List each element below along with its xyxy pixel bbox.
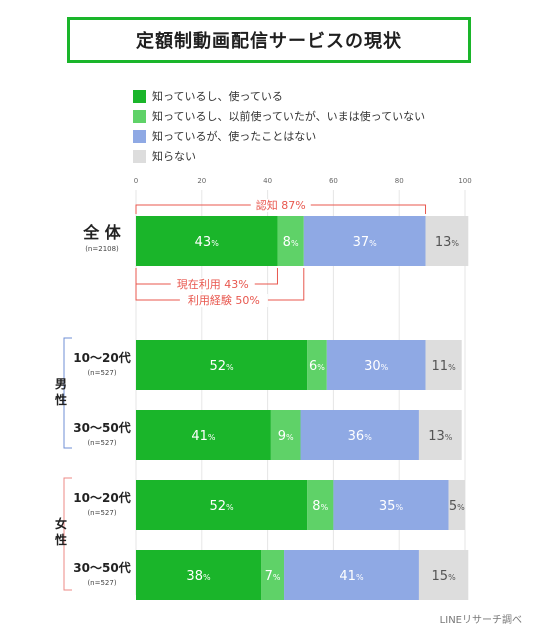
row-sub-label-4: (n=527) xyxy=(87,579,116,587)
annotation-experience-label: 利用経験 50% xyxy=(188,293,260,307)
bracket-male xyxy=(63,337,72,449)
data-label-row4-seg3: 15% xyxy=(432,569,457,584)
annotation-awareness-bg xyxy=(250,199,311,212)
bar-row0-seg3 xyxy=(425,216,469,266)
row-sub-label-2: (n=527) xyxy=(87,439,116,447)
x-tick-label-0: 0 xyxy=(134,177,138,185)
row-sub-label-1: (n=527) xyxy=(87,369,116,377)
row-sub-label-3: (n=527) xyxy=(87,509,116,517)
chart-title-box: 定額制動画配信サービスの現状 xyxy=(67,17,471,63)
row-label-3: 10〜20代 xyxy=(73,490,130,505)
bar-row2-seg0 xyxy=(136,410,271,460)
bar-row3-seg0 xyxy=(136,480,308,530)
row-label-2: 30〜50代 xyxy=(73,420,130,435)
legend-item-used: 知っているし、使っている xyxy=(133,86,425,106)
annotation-current-bg xyxy=(170,278,255,291)
bar-row3-seg3 xyxy=(448,480,465,530)
bar-row1-seg3 xyxy=(425,340,462,390)
bar-row2-seg2 xyxy=(300,410,419,460)
row-label-4: 30〜50代 xyxy=(73,560,130,575)
group-female-char-2: 性 xyxy=(54,532,67,547)
bar-row4-seg0 xyxy=(136,550,262,600)
bar-row1-seg1 xyxy=(307,340,327,390)
x-tick-label-5: 100 xyxy=(458,177,471,185)
data-label-row4-seg2: 41% xyxy=(339,569,364,584)
legend-item-formerly-used: 知っているし、以前使っていたが、いまは使っていない xyxy=(133,106,425,126)
bracket-female xyxy=(63,477,72,591)
data-label-row4-seg1: 7% xyxy=(265,569,281,584)
data-label-row3-seg3: 5% xyxy=(449,499,465,514)
bar-row2-seg3 xyxy=(418,410,462,460)
x-tick-label-1: 20 xyxy=(197,177,206,185)
legend-label-formerly-used: 知っているし、以前使っていたが、いまは使っていない xyxy=(152,110,426,123)
data-label-row0-seg1: 8% xyxy=(283,235,299,250)
legend-label-unaware: 知らない xyxy=(152,150,196,163)
data-label-row0-seg0: 43% xyxy=(195,235,220,250)
legend: 知っているし、使っている 知っているし、以前使っていたが、いまは使っていない 知… xyxy=(133,86,425,166)
data-label-row1-seg1: 6% xyxy=(309,359,325,374)
data-label-row0-seg3: 13% xyxy=(435,235,460,250)
chart-title: 定額制動画配信サービスの現状 xyxy=(136,31,402,52)
legend-label-never-used: 知っているが、使ったことはない xyxy=(152,130,317,143)
legend-label-used: 知っているし、使っている xyxy=(152,90,283,103)
legend-item-unaware: 知らない xyxy=(133,146,425,166)
data-label-row2-seg0: 41% xyxy=(191,429,216,444)
data-label-row3-seg1: 8% xyxy=(312,499,328,514)
annotation-experience-bg xyxy=(179,294,268,307)
data-label-row4-seg0: 38% xyxy=(186,569,211,584)
x-tick-label-3: 60 xyxy=(329,177,338,185)
legend-swatch-never-used xyxy=(133,129,146,143)
x-tick-label-4: 80 xyxy=(395,177,404,185)
bar-row3-seg2 xyxy=(333,480,449,530)
data-label-row2-seg3: 13% xyxy=(428,429,453,444)
source-note: LINEリサーチ調べ xyxy=(439,615,522,626)
data-label-row2-seg1: 9% xyxy=(278,429,294,444)
group-female-char-1: 女 xyxy=(55,516,67,531)
bar-row0-seg2 xyxy=(303,216,426,266)
bar-row0-seg1 xyxy=(277,216,304,266)
bar-row4-seg1 xyxy=(261,550,285,600)
annotation-current-label: 現在利用 43% xyxy=(177,278,249,291)
bar-row1-seg2 xyxy=(326,340,426,390)
data-label-row1-seg0: 52% xyxy=(209,359,234,374)
row-sub-label-0: (n=2108) xyxy=(85,245,119,253)
legend-swatch-unaware xyxy=(133,149,146,163)
bar-row1-seg0 xyxy=(136,340,308,390)
bar-row4-seg3 xyxy=(418,550,469,600)
data-label-row3-seg0: 52% xyxy=(209,499,234,514)
legend-swatch-used xyxy=(133,89,146,103)
x-tick-label-2: 40 xyxy=(263,177,272,185)
data-label-row3-seg2: 35% xyxy=(379,499,404,514)
row-label-1: 10〜20代 xyxy=(73,350,130,365)
annotation-awareness-label: 認知 87% xyxy=(256,198,306,212)
bar-row2-seg1 xyxy=(270,410,301,460)
group-male-char-2: 性 xyxy=(54,392,67,407)
row-label-0: 全 体 xyxy=(82,223,122,242)
data-label-row1-seg3: 11% xyxy=(432,359,457,374)
bar-row0-seg0 xyxy=(136,216,278,266)
legend-item-never-used: 知っているが、使ったことはない xyxy=(133,126,425,146)
data-label-row1-seg2: 30% xyxy=(364,359,389,374)
data-label-row0-seg2: 37% xyxy=(353,235,378,250)
data-label-row2-seg2: 36% xyxy=(348,429,373,444)
group-male-char-1: 男 xyxy=(55,377,67,391)
bar-row4-seg2 xyxy=(284,550,419,600)
bar-row3-seg1 xyxy=(307,480,334,530)
legend-swatch-formerly-used xyxy=(133,109,146,123)
